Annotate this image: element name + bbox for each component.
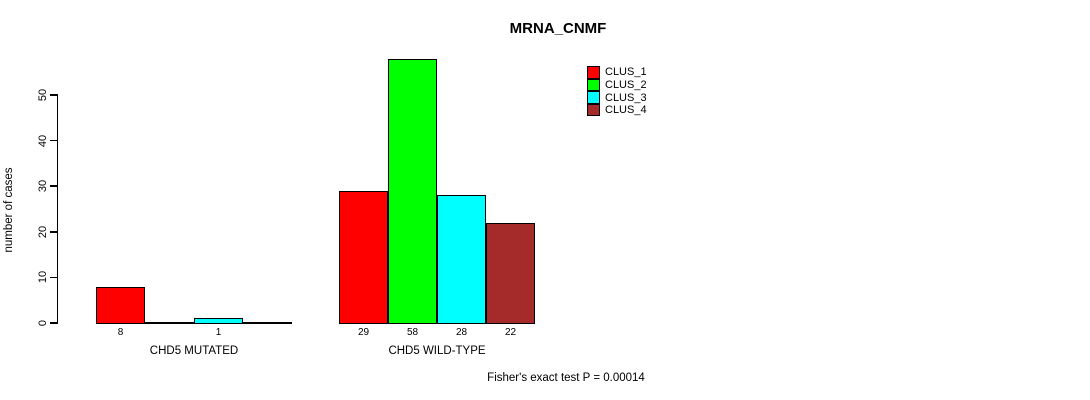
x-category-label-wild-type: CHD5 WILD-TYPE bbox=[388, 344, 486, 357]
bar-clus_1 bbox=[96, 286, 145, 325]
legend-label: CLUS_1 bbox=[605, 66, 647, 79]
x-category-label-mutated: CHD5 MUTATED bbox=[149, 344, 239, 357]
y-tick-label: 50 bbox=[36, 88, 49, 102]
y-axis-tick bbox=[50, 276, 57, 279]
y-axis-tick bbox=[50, 94, 57, 96]
legend-item: CLUS_4 bbox=[587, 103, 647, 117]
y-tick-label: 10 bbox=[36, 271, 49, 284]
legend-swatch-icon bbox=[587, 78, 600, 92]
bar-clus_2 bbox=[388, 58, 437, 325]
bar-clus_3 bbox=[194, 318, 243, 325]
legend-item: CLUS_3 bbox=[587, 91, 647, 104]
legend: CLUS_1 CLUS_2 CLUS_3 CLUS_4 bbox=[587, 66, 647, 117]
bar-clus_4 bbox=[486, 222, 535, 325]
bar-value-label: 8 bbox=[117, 326, 124, 338]
y-axis-tick bbox=[50, 185, 57, 187]
legend-item: CLUS_2 bbox=[587, 78, 647, 92]
legend-item: CLUS_1 bbox=[587, 66, 647, 79]
bar-value-label: 1 bbox=[215, 326, 222, 338]
y-axis-line bbox=[56, 94, 58, 324]
y-axis-tick bbox=[50, 231, 57, 233]
y-tick-label: 20 bbox=[36, 225, 49, 238]
bar-value-label: 58 bbox=[406, 326, 419, 338]
bar-clus_3 bbox=[437, 195, 486, 325]
legend-label: CLUS_4 bbox=[605, 104, 647, 117]
legend-swatch-icon bbox=[587, 103, 600, 117]
chart-title: MRNA_CNMF bbox=[509, 20, 607, 37]
fisher-test-annotation: Fisher's exact test P = 0.00014 bbox=[487, 372, 645, 384]
bar-clus_1 bbox=[339, 190, 388, 325]
y-tick-label: 30 bbox=[36, 180, 49, 193]
legend-label: CLUS_2 bbox=[605, 78, 647, 91]
legend-label: CLUS_3 bbox=[605, 91, 647, 104]
y-axis-label: number of cases bbox=[3, 167, 15, 253]
bar-value-label: 22 bbox=[504, 326, 517, 338]
legend-swatch-icon bbox=[587, 66, 600, 79]
legend-swatch-icon bbox=[587, 91, 600, 104]
y-axis-tick bbox=[50, 139, 57, 142]
y-tick-label: 40 bbox=[36, 134, 49, 147]
y-axis-tick bbox=[50, 322, 57, 324]
y-tick-label: 0 bbox=[36, 319, 49, 327]
bar-value-label: 29 bbox=[357, 326, 370, 338]
bar-value-label: 28 bbox=[455, 326, 468, 338]
